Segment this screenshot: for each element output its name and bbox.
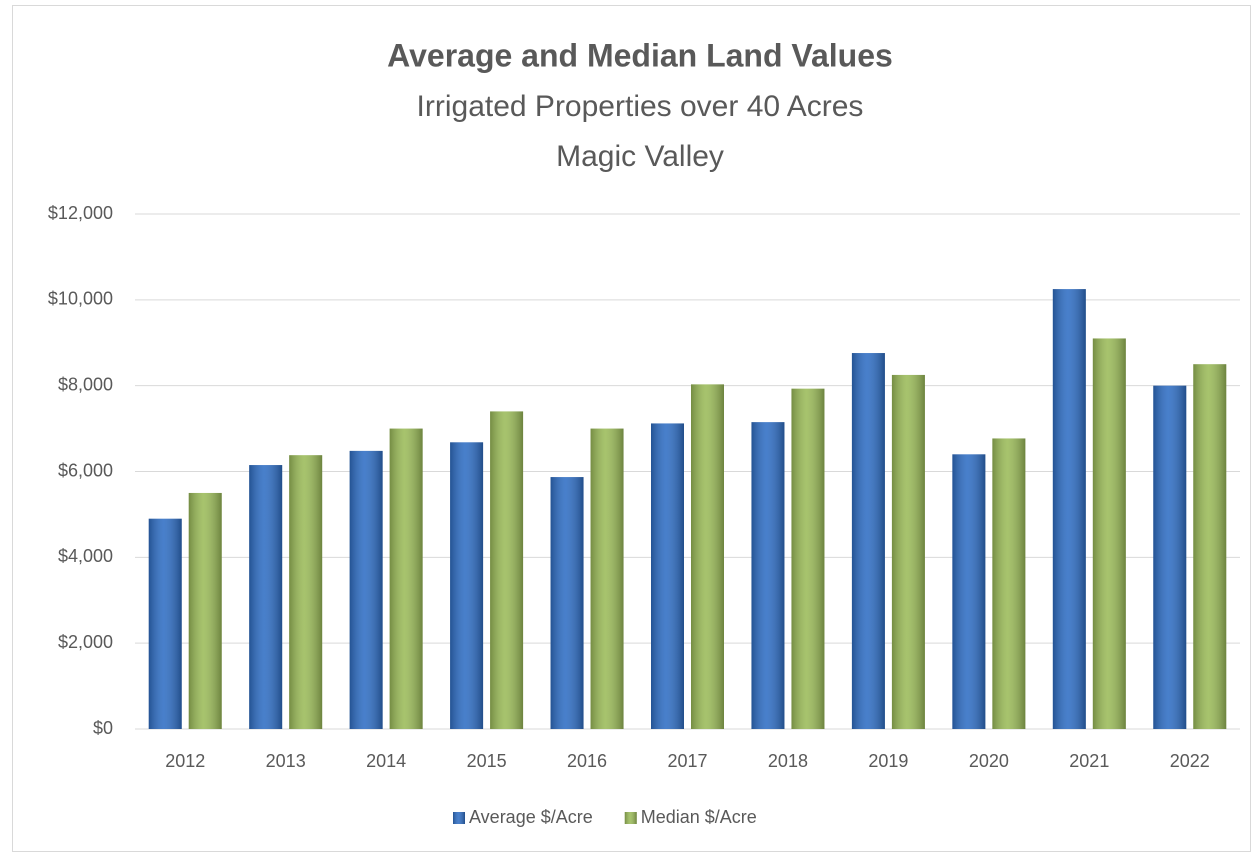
x-tick-label: 2021 [1069,751,1109,771]
x-tick-label: 2016 [567,751,607,771]
bar-shade [1153,385,1187,729]
legend-label: Average $/Acre [469,807,593,827]
bar-shade [992,438,1026,729]
x-tick-label: 2018 [768,751,808,771]
legend-swatch-shade [453,812,465,824]
x-tick-label: 2013 [266,751,306,771]
bar-shade [590,428,624,729]
y-tick-label: $4,000 [58,546,113,566]
x-tick-label: 2022 [1170,751,1210,771]
y-tick-label: $2,000 [58,632,113,652]
bar-shade [389,428,423,729]
bar-shade [550,477,584,729]
chart-subtitle: Magic Valley [556,140,724,173]
y-tick-label: $8,000 [58,374,113,394]
y-tick-label: $6,000 [58,460,113,480]
y-tick-label: $10,000 [48,289,113,309]
x-tick-label: 2019 [868,751,908,771]
bar-shade [891,374,925,729]
x-tick-label: 2012 [165,751,205,771]
bar-shade [1092,338,1126,729]
y-tick-label: $0 [93,718,113,738]
bar-shade [450,442,484,729]
bar-shade [751,422,785,729]
bar-shade [1193,364,1227,729]
legend-label: Median $/Acre [641,807,757,827]
bar-shade [952,454,986,729]
bar-shade [148,518,182,729]
bar-shade [188,492,222,729]
bar-shade [791,388,825,729]
chart-subtitle: Irrigated Properties over 40 Acres [417,90,864,123]
bar-shade [490,411,524,729]
bar-shade [249,465,283,729]
chart-title: Average and Median Land Values [387,37,893,73]
bar-shade [691,384,724,729]
x-tick-label: 2020 [969,751,1009,771]
y-tick-label: $12,000 [48,203,113,223]
x-tick-label: 2015 [467,751,507,771]
legend-swatch-shade [624,812,637,824]
x-tick-label: 2014 [366,751,406,771]
x-tick-label: 2017 [667,751,707,771]
bar-shade [651,423,684,729]
bar-shade [349,450,383,729]
bar-shade [1052,289,1086,729]
bar-shade [851,353,885,729]
bar-shade [289,455,323,729]
